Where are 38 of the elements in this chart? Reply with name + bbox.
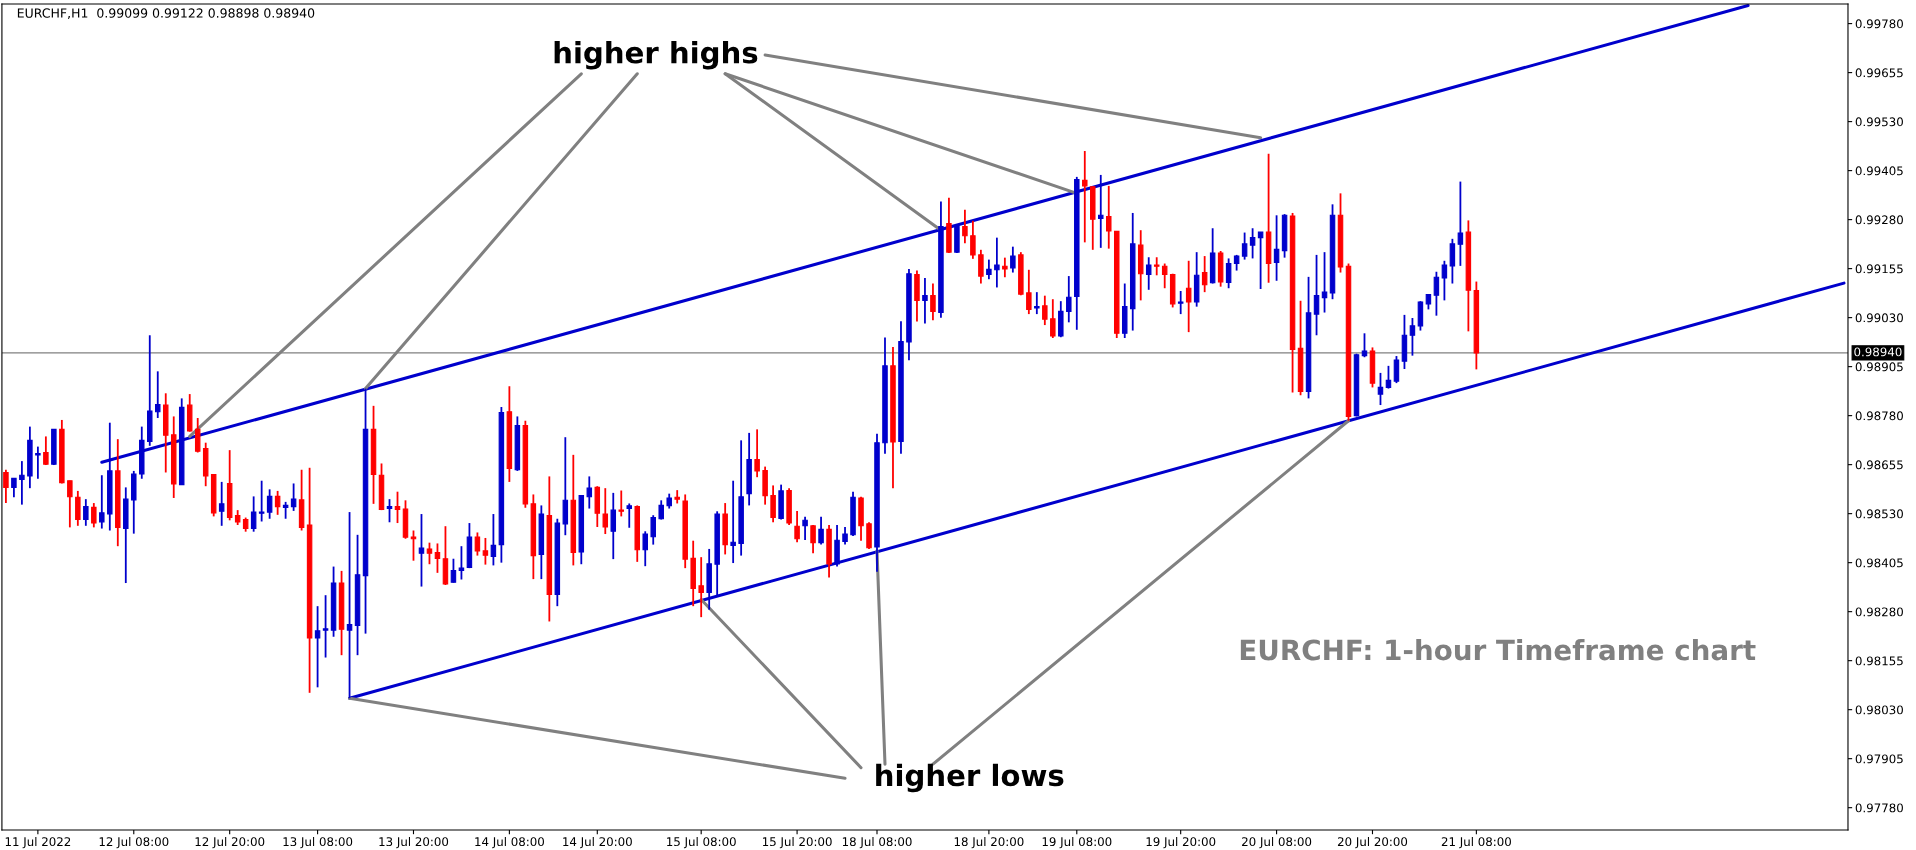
y-tick-label: 0.98405 [1855, 558, 1903, 568]
y-tick-label: 0.98780 [1855, 411, 1903, 421]
y-tick-label: 0.98655 [1855, 460, 1903, 470]
y-tick-label: 0.99030 [1855, 313, 1903, 323]
x-tick-label: 15 Jul 20:00 [762, 836, 832, 849]
y-tick-label: 0.99530 [1855, 117, 1903, 127]
y-tick-label: 0.98905 [1855, 362, 1903, 372]
x-tick-label: 20 Jul 08:00 [1242, 836, 1312, 849]
x-tick-label: 15 Jul 08:00 [667, 836, 736, 849]
y-tick-label: 0.99655 [1855, 68, 1903, 78]
annotation: EURCHF: 1-hour Timeframe chart [1240, 638, 1756, 661]
y-tick-label: 0.98155 [1855, 656, 1903, 666]
y-tick-label: 0.98530 [1855, 509, 1903, 519]
x-tick-label: 11 Jul 2022 [5, 836, 71, 849]
y-tick-label: 0.97780 [1855, 803, 1903, 813]
y-tick-label: 0.99405 [1855, 166, 1903, 176]
y-tick-label: 0.99155 [1855, 264, 1903, 274]
x-tick-label: 21 Jul 08:00 [1441, 836, 1511, 849]
y-tick-label: 0.99280 [1855, 215, 1903, 225]
annotation: higher lows [876, 763, 1064, 793]
x-tick-label: 19 Jul 20:00 [1146, 836, 1216, 849]
ref-line-label: 0.98940 [1854, 347, 1902, 357]
annotation: higher highs [554, 40, 758, 70]
x-tick-label: 19 Jul 08:00 [1042, 836, 1112, 849]
x-tick-label: 20 Jul 20:00 [1337, 836, 1408, 849]
x-tick-label: 12 Jul 08:00 [99, 836, 169, 849]
y-tick-label: 0.99780 [1855, 19, 1903, 29]
x-tick-label: 13 Jul 20:00 [379, 836, 449, 849]
x-tick-label: 14 Jul 20:00 [563, 836, 632, 849]
x-tick-label: 12 Jul 20:00 [195, 836, 265, 849]
x-tick-label: 18 Jul 08:00 [842, 836, 912, 849]
y-tick-label: 0.97905 [1855, 754, 1903, 764]
chart-title: EURCHF,H1 0.99099 0.99122 0.98898 0.98940 [17, 8, 315, 20]
y-tick-label: 0.98280 [1855, 607, 1903, 617]
y-tick-label: 0.98030 [1855, 705, 1903, 715]
x-tick-label: 14 Jul 08:00 [475, 836, 544, 849]
x-tick-label: 13 Jul 08:00 [283, 836, 353, 849]
x-tick-label: 18 Jul 20:00 [954, 836, 1024, 849]
